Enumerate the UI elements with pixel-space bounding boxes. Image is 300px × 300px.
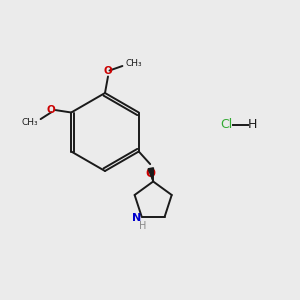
Text: H: H <box>139 221 146 231</box>
Text: O: O <box>103 66 112 76</box>
Text: N: N <box>132 213 141 223</box>
Text: Cl: Cl <box>220 118 232 131</box>
Polygon shape <box>148 168 153 182</box>
Text: H: H <box>247 118 257 131</box>
Text: O: O <box>46 105 55 115</box>
Text: CH₃: CH₃ <box>21 118 38 127</box>
Text: CH₃: CH₃ <box>126 59 142 68</box>
Text: O: O <box>146 167 156 179</box>
